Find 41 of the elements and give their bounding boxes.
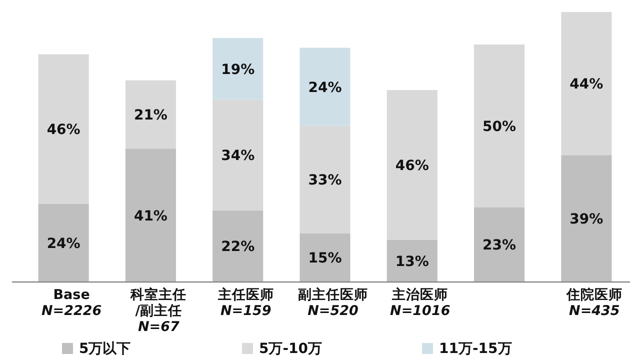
data-label: 44% [570,76,604,93]
x-tick-label: 副主任医师 N=520 [298,286,368,319]
data-label: 41% [134,208,168,224]
legend-label: 5万-10万 [259,341,322,357]
bar [474,207,525,282]
bar [474,44,525,208]
bar [125,80,176,149]
data-label: 50% [482,118,516,135]
data-label: 46% [46,122,80,138]
x-tick-label: 住院医师 N=435 [565,286,622,319]
data-label: 13% [395,254,429,270]
x-tick-label: 主任医师 N=159 [216,286,274,319]
data-label: 23% [482,238,516,254]
legend-label: 5万以下 [79,341,131,357]
data-label: 22% [221,239,255,256]
bar [386,90,438,240]
bar [212,100,264,210]
bar [212,210,264,282]
data-label: 21% [134,107,168,124]
data-label: 19% [221,62,255,78]
bar [212,38,264,100]
data-label: 46% [395,158,429,174]
data-label: 24% [308,80,342,96]
bar [300,126,350,234]
bar [125,148,176,282]
x-tick-label: 主治医师 N=1016 [390,286,450,319]
x-tick-label: Base N=2226 [41,287,102,319]
data-label: 15% [308,250,342,267]
data-label: 39% [570,212,604,228]
data-label: 34% [221,148,255,164]
bar [386,240,438,282]
x-tick-label: 科室主任/副主任 N=67 [130,286,187,335]
bar [38,204,89,282]
legend-label: 11万-15万 [439,341,512,357]
bar [561,12,612,156]
bar [300,48,350,126]
bar [561,155,612,282]
bar [38,54,89,204]
bar [300,233,350,282]
data-label: 24% [46,236,80,252]
data-label: 33% [308,172,342,189]
